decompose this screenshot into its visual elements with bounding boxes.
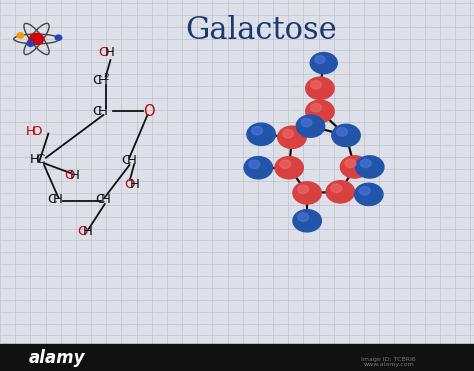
- Circle shape: [331, 184, 342, 193]
- Text: C: C: [36, 153, 45, 167]
- Circle shape: [244, 157, 273, 179]
- Circle shape: [340, 156, 369, 178]
- Circle shape: [27, 41, 34, 46]
- Circle shape: [326, 181, 355, 203]
- Circle shape: [247, 123, 275, 145]
- Text: H: H: [100, 193, 110, 207]
- Circle shape: [29, 33, 44, 45]
- Text: O: O: [31, 125, 42, 138]
- Circle shape: [55, 35, 62, 40]
- Circle shape: [337, 128, 347, 136]
- Text: H: H: [130, 177, 140, 191]
- Circle shape: [252, 127, 263, 135]
- Circle shape: [315, 56, 325, 64]
- Circle shape: [306, 77, 334, 99]
- Circle shape: [280, 160, 291, 168]
- Text: O: O: [143, 104, 155, 119]
- Circle shape: [296, 115, 325, 137]
- Text: www.alamy.com: www.alamy.com: [363, 362, 414, 367]
- Text: C: C: [47, 193, 57, 207]
- Text: O: O: [124, 177, 135, 191]
- Circle shape: [356, 156, 384, 178]
- Text: 2: 2: [104, 73, 109, 82]
- Circle shape: [355, 183, 383, 206]
- Circle shape: [17, 33, 24, 38]
- Bar: [0, 344, 474, 371]
- Circle shape: [345, 159, 356, 168]
- Text: H: H: [53, 193, 63, 207]
- Text: O: O: [98, 46, 109, 59]
- Text: H: H: [30, 153, 40, 167]
- Circle shape: [298, 213, 309, 221]
- Circle shape: [310, 81, 321, 89]
- Text: H: H: [26, 125, 36, 138]
- Circle shape: [332, 124, 360, 147]
- Circle shape: [283, 129, 293, 138]
- Text: alamy: alamy: [28, 349, 85, 367]
- Circle shape: [310, 53, 337, 74]
- Circle shape: [275, 157, 303, 179]
- Circle shape: [293, 210, 321, 232]
- Circle shape: [301, 118, 312, 127]
- Circle shape: [359, 187, 370, 195]
- Text: H: H: [70, 169, 80, 183]
- Text: C: C: [92, 74, 102, 88]
- Text: C: C: [121, 154, 130, 167]
- Text: H: H: [83, 225, 93, 239]
- Text: C: C: [92, 105, 102, 118]
- Circle shape: [310, 104, 321, 112]
- Text: H: H: [105, 46, 115, 59]
- Text: Image ID: TCBRl6: Image ID: TCBRl6: [361, 357, 416, 362]
- Circle shape: [360, 159, 371, 168]
- Text: H: H: [98, 105, 108, 118]
- Text: O: O: [77, 225, 88, 239]
- Circle shape: [278, 126, 306, 148]
- Text: H: H: [98, 74, 108, 88]
- Text: O: O: [64, 169, 74, 183]
- Circle shape: [249, 160, 260, 168]
- Circle shape: [298, 185, 309, 194]
- Circle shape: [293, 182, 321, 204]
- Circle shape: [306, 100, 334, 122]
- Text: C: C: [95, 193, 104, 207]
- Text: H: H: [127, 154, 137, 167]
- Text: Galactose: Galactose: [185, 15, 337, 46]
